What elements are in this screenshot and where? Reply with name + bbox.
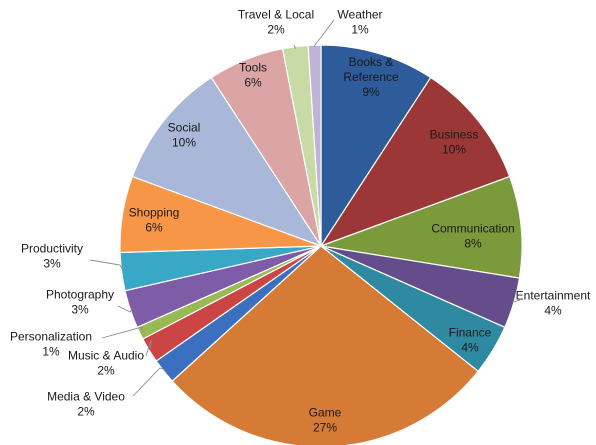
slice-label-productivity: Productivity 3% [21, 242, 83, 271]
slice-name-travel-and-local: Travel & Local [238, 8, 314, 22]
slice-label-social: Social 10% [168, 121, 201, 150]
slice-label-music-and-audio: Music & Audio 2% [68, 349, 144, 378]
slice-value-books-and-reference: 9% [362, 85, 380, 99]
slice-value-shopping: 6% [145, 221, 163, 235]
leader-line-productivity [89, 259, 125, 272]
pie-slice-communication [318, 175, 523, 279]
slice-value-weather: 1% [351, 23, 369, 37]
pie-slices [119, 44, 523, 445]
leader-line-personalization [101, 326, 143, 339]
pie-slice-game [171, 245, 479, 445]
slice-name-tools: Tools [239, 61, 267, 75]
leader-line-music-and-audio [145, 339, 152, 357]
slice-value-game: 27% [313, 421, 337, 435]
slice-value-communication: 8% [464, 237, 482, 251]
slice-name-business: Business [430, 128, 479, 142]
slice-name-shopping: Shopping [129, 206, 180, 220]
slice-label-communication: Communication 8% [431, 222, 514, 251]
slice-value-travel-and-local: 2% [267, 23, 285, 37]
slice-label-business: Business 10% [430, 128, 479, 157]
leader-line-travel-and-local [293, 44, 296, 49]
leader-line-weather [314, 19, 335, 48]
slice-label-travel-and-local: Travel & Local 2% [238, 8, 314, 37]
slice-name-entertainment: Entertainment [516, 289, 591, 303]
slice-name-photography: Photography [46, 288, 114, 302]
slice-label-weather: Weather 1% [337, 8, 382, 37]
slice-labels: Books & Reference 9%Business 10%Communicati… [10, 8, 591, 435]
slice-name-communication: Communication [431, 222, 514, 236]
slice-value-photography: 3% [71, 303, 89, 317]
leader-line-media-and-video [132, 367, 166, 397]
slice-value-media-and-video: 2% [77, 405, 95, 419]
leader-line-photography [117, 305, 133, 313]
slice-label-books-and-reference: Books & Reference 9% [343, 55, 399, 99]
slice-label-media-and-video: Media & Video 2% [47, 390, 125, 419]
slice-name-weather: Weather [337, 8, 382, 22]
slice-value-entertainment: 4% [544, 304, 562, 318]
slice-name-social: Social [168, 121, 201, 135]
pie-slice-books-and-reference [320, 44, 432, 249]
slice-value-social: 10% [172, 136, 196, 150]
slice-name-media-and-video: Media & Video [47, 390, 125, 404]
slice-label-entertainment: Entertainment 4% [516, 289, 591, 318]
slice-value-finance: 4% [461, 341, 479, 355]
slice-value-music-and-audio: 2% [97, 364, 115, 378]
slice-label-shopping: Shopping 6% [129, 206, 180, 235]
slice-label-personalization: Personalization 1% [10, 330, 92, 359]
slice-value-productivity: 3% [43, 257, 61, 271]
slice-name-books-and-reference: Books & [349, 55, 394, 69]
slice-label-tools: Tools 6% [239, 61, 267, 90]
slice-value-business: 10% [442, 143, 466, 157]
slice-label-finance: Finance 4% [449, 326, 492, 355]
slice-label-game: Game 27% [309, 406, 342, 435]
slice-name-productivity: Productivity [21, 242, 83, 256]
slice-name-personalization: Personalization [10, 330, 92, 344]
slice-name-music-and-audio: Music & Audio [68, 349, 144, 363]
slice-label-photography: Photography 3% [46, 288, 114, 317]
slice-value-tools: 6% [244, 76, 262, 90]
slice-name-game: Game [309, 406, 342, 420]
slice-name-finance: Finance [449, 326, 492, 340]
leader-lines [89, 19, 521, 397]
leader-line-entertainment [511, 299, 521, 304]
pie-slice-business [319, 76, 511, 248]
slice-value-personalization: 1% [42, 345, 60, 359]
slice-name-books-and-reference: Reference [343, 70, 399, 84]
pie-slice-social [131, 76, 323, 248]
